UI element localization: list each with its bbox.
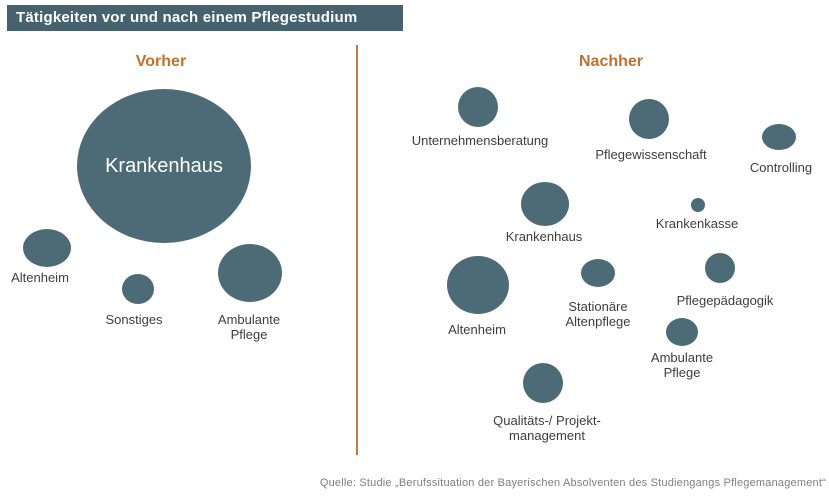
bubble-label-ambulante-pflege-nachher: Ambulante Pflege: [650, 350, 714, 380]
section-heading-nachher: Nachher: [578, 53, 644, 70]
bubble-label-ambulante-pflege-vorher: Ambulante Pflege: [217, 312, 281, 342]
bubble-label-krankenkasse-nachher: Krankenkasse: [655, 216, 739, 231]
source-citation: Quelle: Studie „Berufssituation der Baye…: [319, 477, 826, 489]
bubble-label-altenheim-nachher: Altenheim: [448, 322, 506, 337]
bubble-circle-sonstiges-vorher: [122, 274, 154, 304]
bubble-label-unternehmensberatung-nachher: Unternehmensberatung: [411, 133, 549, 148]
bubble-circle-ambulante-pflege-nachher: [666, 318, 698, 346]
bubble-label-controlling-nachher: Controlling: [749, 160, 813, 175]
bubble-circle-qualitaets-projektmanagement-nachher: [523, 363, 563, 403]
bubble-circle-ambulante-pflege-vorher: [218, 244, 282, 302]
bubble-label-altenheim-vorher: Altenheim: [11, 270, 69, 285]
bubble-circle-pflegepaedagogik-nachher: [705, 253, 735, 283]
bubble-label-krankenhaus-nachher: Krankenhaus: [505, 229, 583, 244]
bubble-circle-altenheim-vorher: [23, 229, 71, 267]
bubble-circle-pflegewissenschaft-nachher: [629, 99, 669, 139]
bubble-circle-krankenkasse-nachher: [691, 198, 705, 212]
bubble-circle-altenheim-nachher: [447, 256, 509, 314]
bubble-circle-krankenhaus-nachher: [521, 182, 569, 226]
section-heading-vorher: Vorher: [135, 53, 187, 70]
bubble-circle-unternehmensberatung-nachher: [458, 87, 498, 127]
page-title: Tätigkeiten vor und nach einem Pflegestu…: [7, 5, 403, 31]
bubble-label-krankenhaus-vorher: Krankenhaus: [105, 155, 223, 177]
bubble-label-qualitaets-projektmanagement-nachher: Qualitäts-/ Projekt- management: [493, 413, 601, 443]
bubble-label-stationaere-altenpflege-nachher: Stationäre Altenpflege: [565, 299, 631, 329]
bubble-circle-krankenhaus-vorher: [77, 89, 251, 243]
bubble-circle-controlling-nachher: [762, 124, 796, 150]
bubble-label-pflegewissenschaft-nachher: Pflegewissenschaft: [595, 147, 707, 162]
bubble-circle-stationaere-altenpflege-nachher: [581, 259, 615, 287]
section-divider-line: [356, 45, 358, 455]
bubble-label-pflegepaedagogik-nachher: Pflegepädagogik: [676, 293, 774, 308]
bubble-label-sonstiges-vorher: Sonstiges: [105, 312, 163, 327]
